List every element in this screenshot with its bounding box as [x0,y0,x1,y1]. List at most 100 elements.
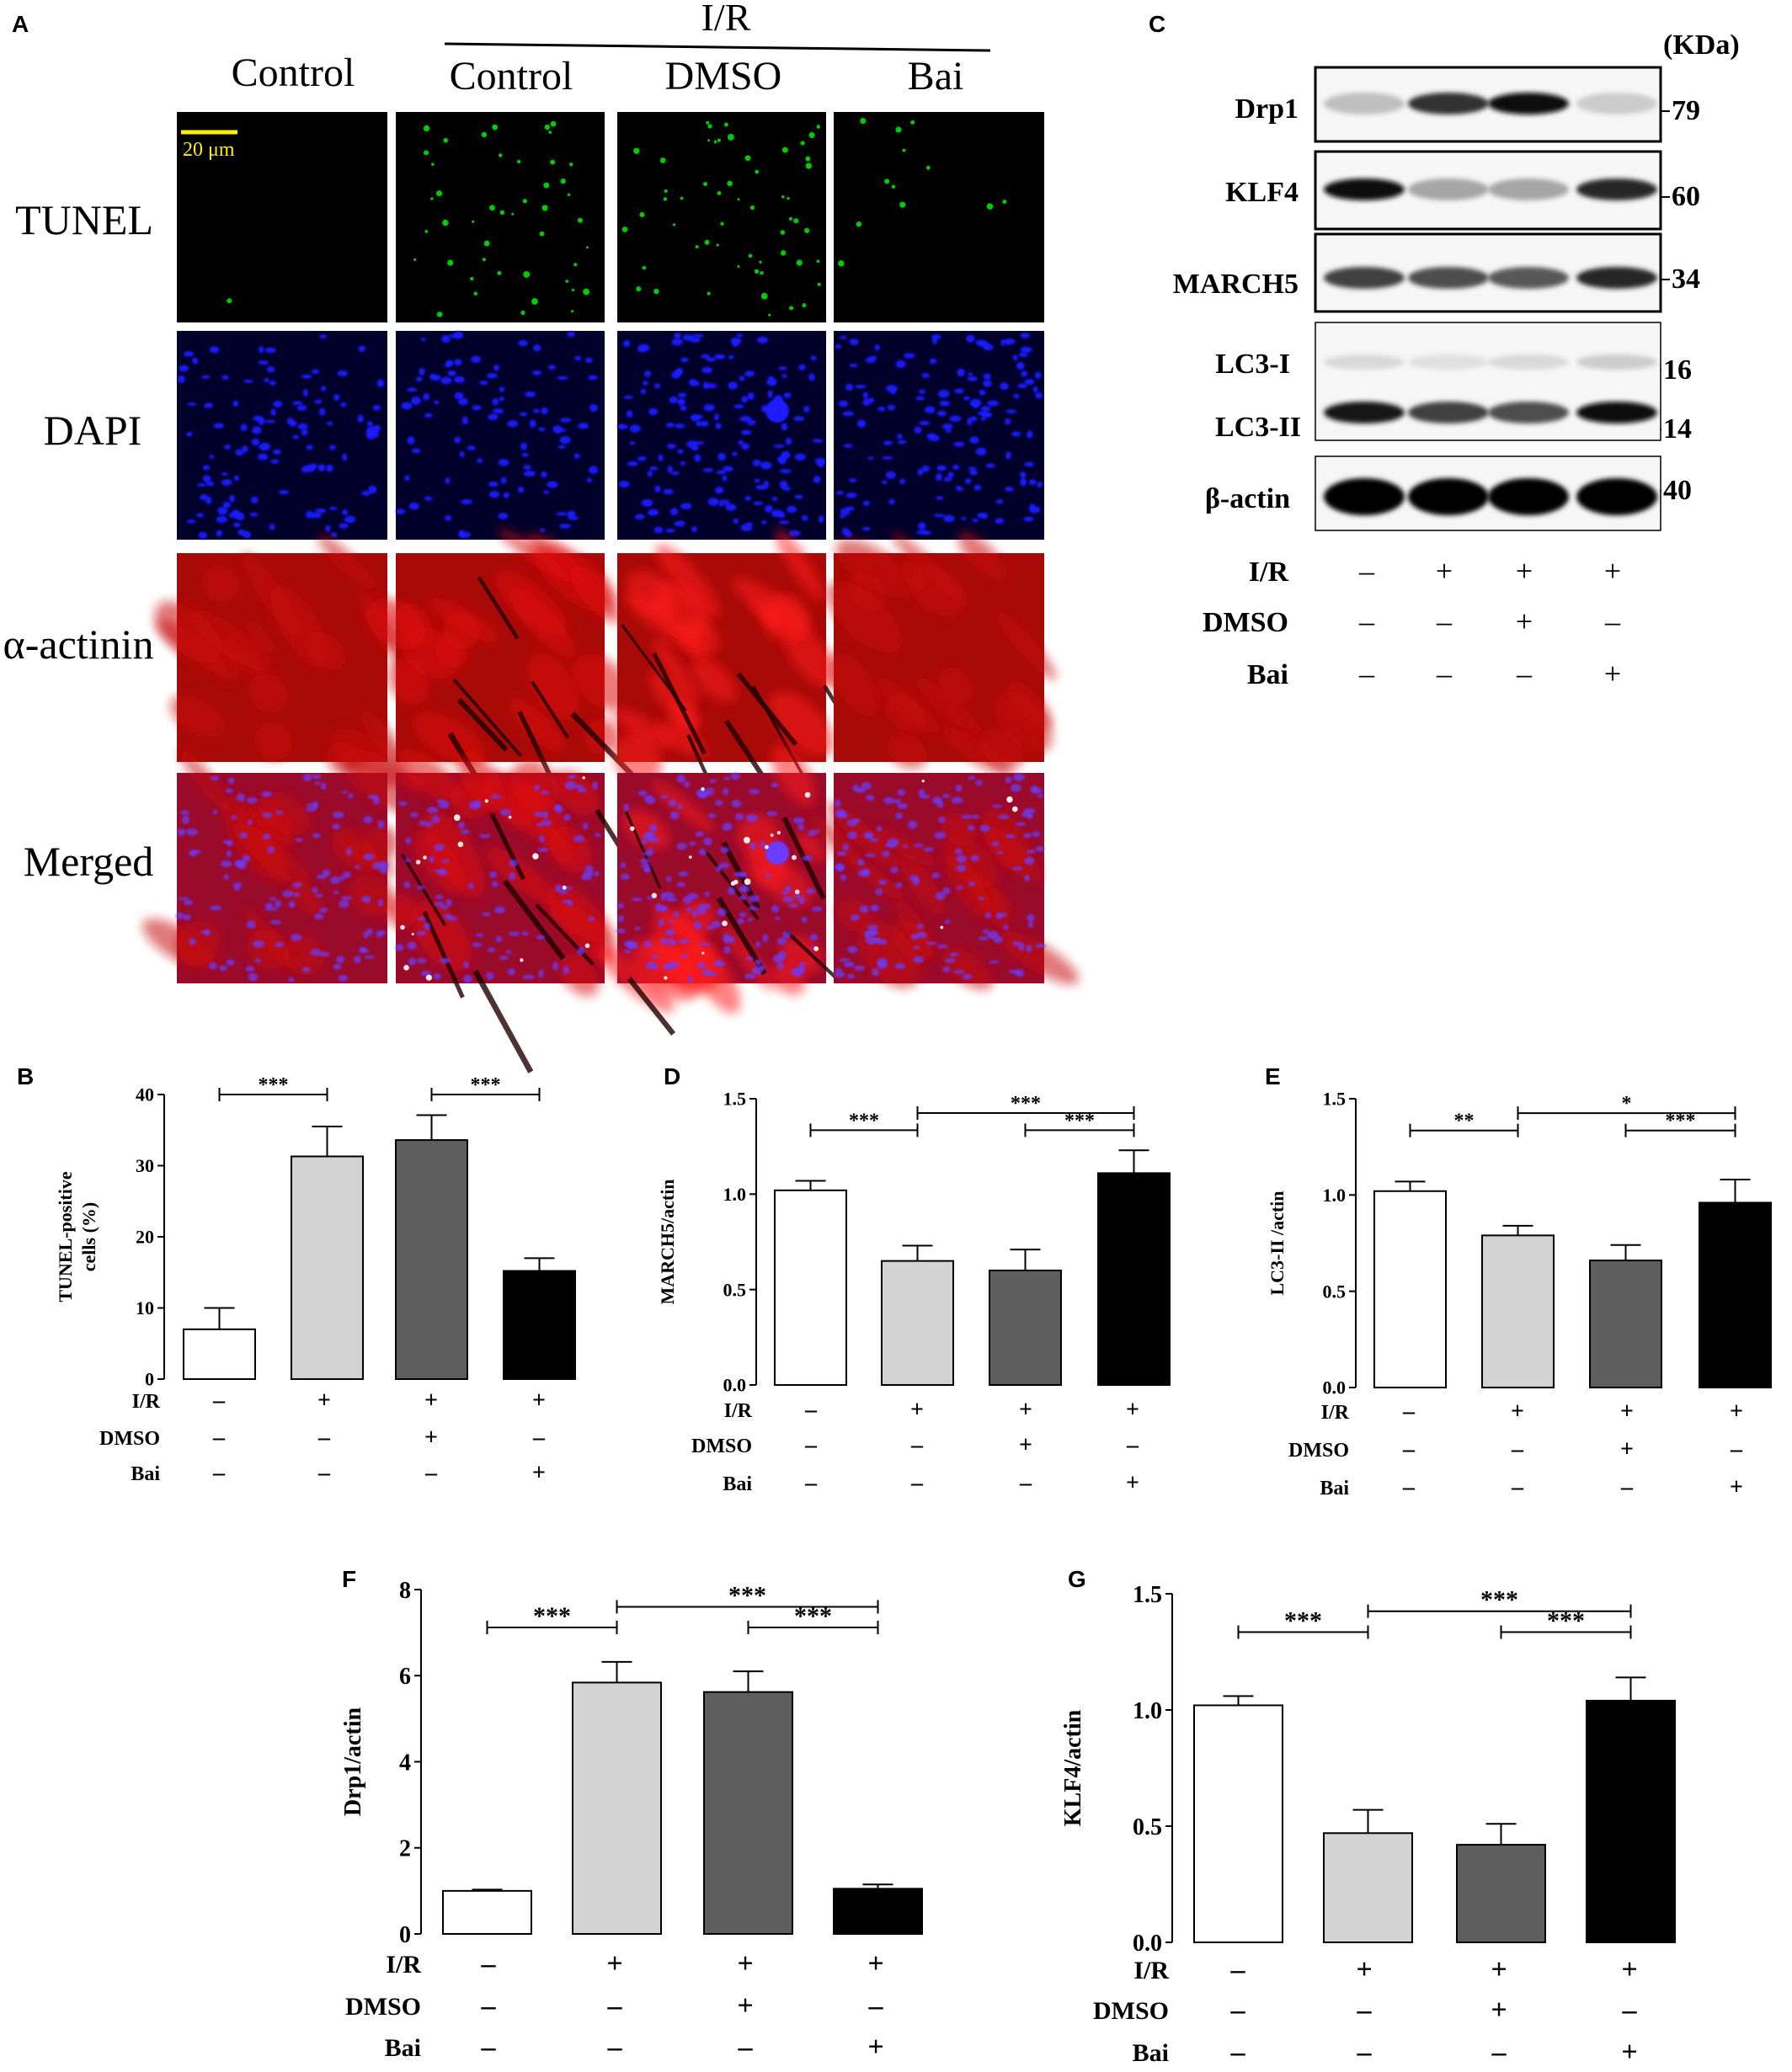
nucleus [326,464,333,472]
nucleus [739,376,745,381]
nucleus [861,781,872,790]
y-tick-label: 1.5 [1323,1089,1347,1110]
nucleus [989,960,1000,964]
nucleus [723,787,729,796]
nucleus [962,973,973,980]
bar-1 [881,1260,954,1386]
nucleus [642,381,648,386]
fiber-texture [584,719,621,754]
tissue-crack [535,903,595,967]
nucleus [461,828,470,834]
nucleus [702,381,709,390]
tunel-dot [484,799,488,803]
nucleus [189,850,198,857]
tunel-dot [791,855,797,860]
nucleus [617,914,624,923]
significance-label: *** [728,1581,766,1609]
bar-3 [1586,1699,1676,1943]
nucleus [969,469,979,476]
nucleus [325,525,331,533]
nucleus [246,796,258,804]
nucleus [803,405,810,413]
y-tick-label: 0.5 [1323,1281,1347,1302]
bar-chart-d: D 0.0 0.5 1.0 1.5 MARCH5/actin *** *** *** I/R – + +… [657,1063,1171,1496]
bar-0 [442,1889,532,1935]
nucleus [363,816,373,823]
kda-value-1: 60 [1672,181,1700,212]
tunel-dot [470,276,474,281]
nucleus [331,531,338,538]
nucleus [213,423,225,429]
nucleus [196,513,205,518]
significance-label: * [1622,1093,1632,1115]
micrograph-merged-1 [384,748,650,1073]
nucleus [781,373,787,378]
tunel-dot [430,197,434,200]
nucleus [294,892,301,898]
condition-label-2: Bai [723,1473,752,1495]
band-lc3-ii-lane-2 [1488,402,1569,423]
y-tick-label: 0 [399,1922,411,1948]
nucleus [835,491,845,495]
nucleus [916,931,927,939]
nucleus [842,411,855,417]
nucleus [634,514,645,520]
nucleus [492,881,499,888]
condition-sign: – [804,1432,818,1458]
fiber-texture [317,534,376,591]
y-tick-label: 2 [399,1836,411,1862]
fiber-texture [443,612,480,650]
nucleus [752,459,762,466]
nucleus [520,442,528,450]
nucleus [648,823,657,832]
nucleus [698,849,707,855]
nucleus [767,390,773,398]
nucleus [270,459,280,464]
nucleus [641,498,653,507]
nucleus [810,355,817,361]
tunel-dot [571,310,574,313]
nucleus [916,924,924,929]
nucleus [961,516,967,521]
nucleus [407,941,417,950]
nucleus [482,912,491,917]
nucleus [1017,383,1028,389]
nucleus [983,380,992,387]
condition-sign: – [804,1470,818,1496]
nucleus [629,441,636,445]
nucleus [339,523,349,530]
nucleus [981,412,993,418]
nucleus [538,427,546,432]
nucleus [341,896,353,901]
nucleus [846,973,855,979]
nucleus [666,443,676,450]
fiber-texture [349,874,395,917]
nucleus [1035,391,1043,399]
nucleus [363,853,375,860]
band-β-actin-lane-0 [1324,478,1405,515]
nucleus [733,404,744,409]
fiber-texture [366,598,425,650]
nucleus [518,339,528,347]
tunel-dot [516,159,521,164]
nucleus [563,813,571,822]
fiber-texture [305,631,346,669]
tunel-dot [577,217,583,223]
band-β-actin-lane-2 [1488,478,1569,515]
nucleus [467,882,474,890]
nucleus [866,794,875,801]
nucleus [184,899,194,906]
nucleus [702,468,714,472]
nucleus [507,420,519,428]
nucleus [202,475,211,483]
nucleus [266,365,275,373]
nucleus [523,464,531,471]
nucleus [648,407,659,416]
tunel-dot [720,221,724,226]
nucleus [262,812,273,818]
nucleus [760,461,772,470]
condition-sign: + [1511,1398,1524,1425]
nucleus [767,376,775,381]
bar-2 [703,1691,793,1935]
